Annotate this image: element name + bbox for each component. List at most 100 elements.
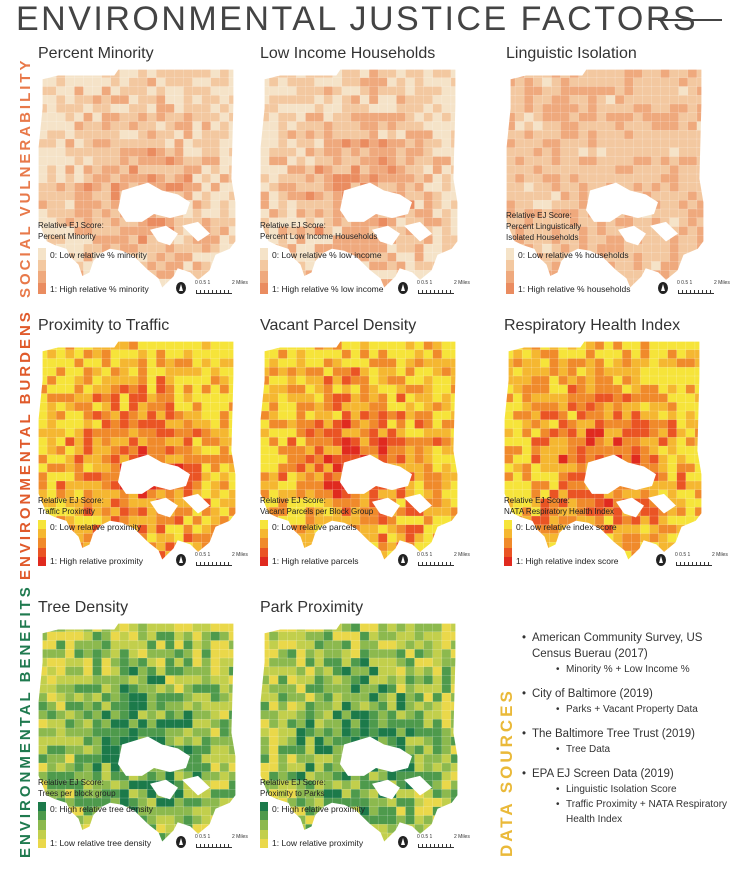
legend-swatch (260, 271, 268, 283)
legend-swatch (38, 259, 46, 271)
legend-color-bar (38, 520, 46, 566)
map-panel-linguistic-isolation: Linguistic Isolation Relative EJ Score: P… (506, 45, 730, 317)
section-label-data-sources: DATA SOURCES (497, 688, 516, 857)
scale-bar-ticks: 0 0.5 1 (417, 552, 433, 558)
panel-title: Low Income Households (260, 45, 436, 62)
panel-title: Tree Density (38, 599, 129, 616)
scale-bar-ticks: 0 0.5 1 (417, 280, 433, 286)
legend-swatch (260, 820, 268, 830)
choropleth-map (260, 69, 459, 290)
north-arrow-icon (176, 836, 186, 848)
section-label-environmental-burdens: ENVIRONMENTAL BURDENS (17, 309, 34, 580)
legend-color-bar (506, 248, 514, 294)
scale-bar-unit: 2 Miles (454, 834, 470, 840)
choropleth-map (38, 69, 237, 290)
legend-swatch (38, 529, 46, 539)
legend-high-label: 1: High relative parcels (272, 556, 359, 566)
legend-low-label: 0: Low relative parcels (272, 522, 357, 532)
map-panel-proximity-to-traffic: Proximity to Traffic Relative EJ Score: T… (38, 317, 260, 589)
harbor-water (404, 493, 432, 514)
data-source-item: EPA EJ Screen Data (2019) Linguistic Isol… (522, 766, 736, 827)
scale-bar-ticks: 0 0.5 1 (417, 834, 433, 840)
legend-swatch (260, 529, 268, 539)
north-arrow-icon (176, 282, 186, 294)
north-arrow-icon (398, 282, 408, 294)
legend-swatch (38, 248, 46, 260)
scale-bar (678, 288, 714, 294)
panel-title: Percent Minority (38, 45, 154, 62)
data-source-name: EPA EJ Screen Data (2019) (532, 768, 674, 780)
harbor-water (618, 225, 646, 246)
legend-high-label: 1: Low relative proximity (272, 838, 364, 848)
panel-title: Vacant Parcel Density (260, 317, 417, 334)
legend-color-bar (504, 520, 512, 566)
harbor-water (340, 454, 412, 494)
data-source-detail: Tree Data (532, 742, 736, 757)
scale-bar-unit: 2 Miles (232, 280, 248, 286)
legend-swatch (38, 820, 46, 830)
harbor-water (372, 497, 400, 518)
page-title: ENVIRONMENTAL JUSTICE FACTORS (16, 0, 699, 38)
legend-swatch (38, 282, 46, 294)
legend-swatch (38, 547, 46, 557)
legend-title: Relative EJ Score: Percent Minority (38, 221, 104, 241)
legend-title: Relative EJ Score: Trees per block group (38, 778, 116, 798)
legend-swatch (504, 520, 512, 530)
map-panel-park-proximity: Park Proximity Relative EJ Score: Proximi… (260, 599, 482, 871)
legend-title: Relative EJ Score: Proximity to Parks (260, 778, 326, 798)
legend-low-label: 0: Low relative % households (518, 250, 629, 260)
legend-color-bar (260, 802, 268, 848)
panel-title: Respiratory Health Index (504, 317, 681, 334)
choropleth-map (506, 69, 705, 290)
data-source-item: The Baltimore Tree Trust (2019) Tree Data (522, 726, 736, 757)
section-label-social-vulnerability: SOCIAL VULNERABILITY (17, 57, 34, 298)
legend-low-label: 0: Low relative % low income (272, 250, 382, 260)
scale-bar (418, 842, 454, 848)
legend-swatch (504, 538, 512, 548)
legend-swatch (260, 282, 268, 294)
scale-bar (418, 288, 454, 294)
harbor-water (182, 493, 210, 514)
data-source-detail: Parks + Vacant Property Data (532, 702, 736, 717)
legend-low-label: 0: High relative proximity (272, 804, 366, 814)
legend-swatch (38, 520, 46, 530)
legend-high-label: 1: Low relative tree density (50, 838, 152, 848)
data-source-detail: Linguistic Isolation Score (532, 782, 736, 797)
legend-swatch (38, 556, 46, 566)
harbor-water (182, 775, 210, 796)
section-label-environmental-benefits: ENVIRONMENTAL BENEFITS (17, 584, 34, 858)
legend-swatch (260, 520, 268, 530)
scale-bar-unit: 2 Miles (454, 552, 470, 558)
choropleth-map (38, 623, 237, 844)
legend-swatch (504, 547, 512, 557)
legend-title: Relative EJ Score: NATA Respiratory Heal… (504, 496, 614, 516)
north-arrow-icon (658, 282, 668, 294)
harbor-water (118, 736, 190, 776)
harbor-water (118, 182, 190, 222)
scale-bar-unit: 2 Miles (454, 280, 470, 286)
data-source-name: The Baltimore Tree Trust (2019) (532, 728, 695, 740)
legend-title: Relative EJ Score: Percent Linguisticall… (506, 211, 582, 242)
legend-swatch (504, 556, 512, 566)
panel-title: Park Proximity (260, 599, 364, 616)
harbor-water (182, 221, 210, 242)
legend-high-label: 1: High relative % households (518, 284, 631, 294)
legend-low-label: 0: Low relative % minority (50, 250, 147, 260)
legend-title: Relative EJ Score: Percent Low Income Ho… (260, 221, 378, 241)
legend-swatch (506, 271, 514, 283)
scale-bar-unit: 2 Miles (232, 552, 248, 558)
legend-color-bar (260, 248, 268, 294)
scale-bar-ticks: 0 0.5 1 (677, 280, 693, 286)
legend-swatch (260, 248, 268, 260)
legend-swatch (260, 259, 268, 271)
legend-swatch (260, 556, 268, 566)
harbor-water (340, 182, 412, 222)
legend-color-bar (260, 520, 268, 566)
map-panel-percent-minority: Percent Minority Relative EJ Score: Perce… (38, 45, 260, 317)
data-source-name: American Community Survey, US Census Bue… (532, 632, 703, 660)
scale-bar-unit: 2 Miles (232, 834, 248, 840)
legend-swatch (260, 838, 268, 848)
harbor-water (372, 779, 400, 800)
map-panel-vacant-parcel-density: Vacant Parcel Density Relative EJ Score: … (260, 317, 482, 589)
legend-swatch (38, 802, 46, 812)
